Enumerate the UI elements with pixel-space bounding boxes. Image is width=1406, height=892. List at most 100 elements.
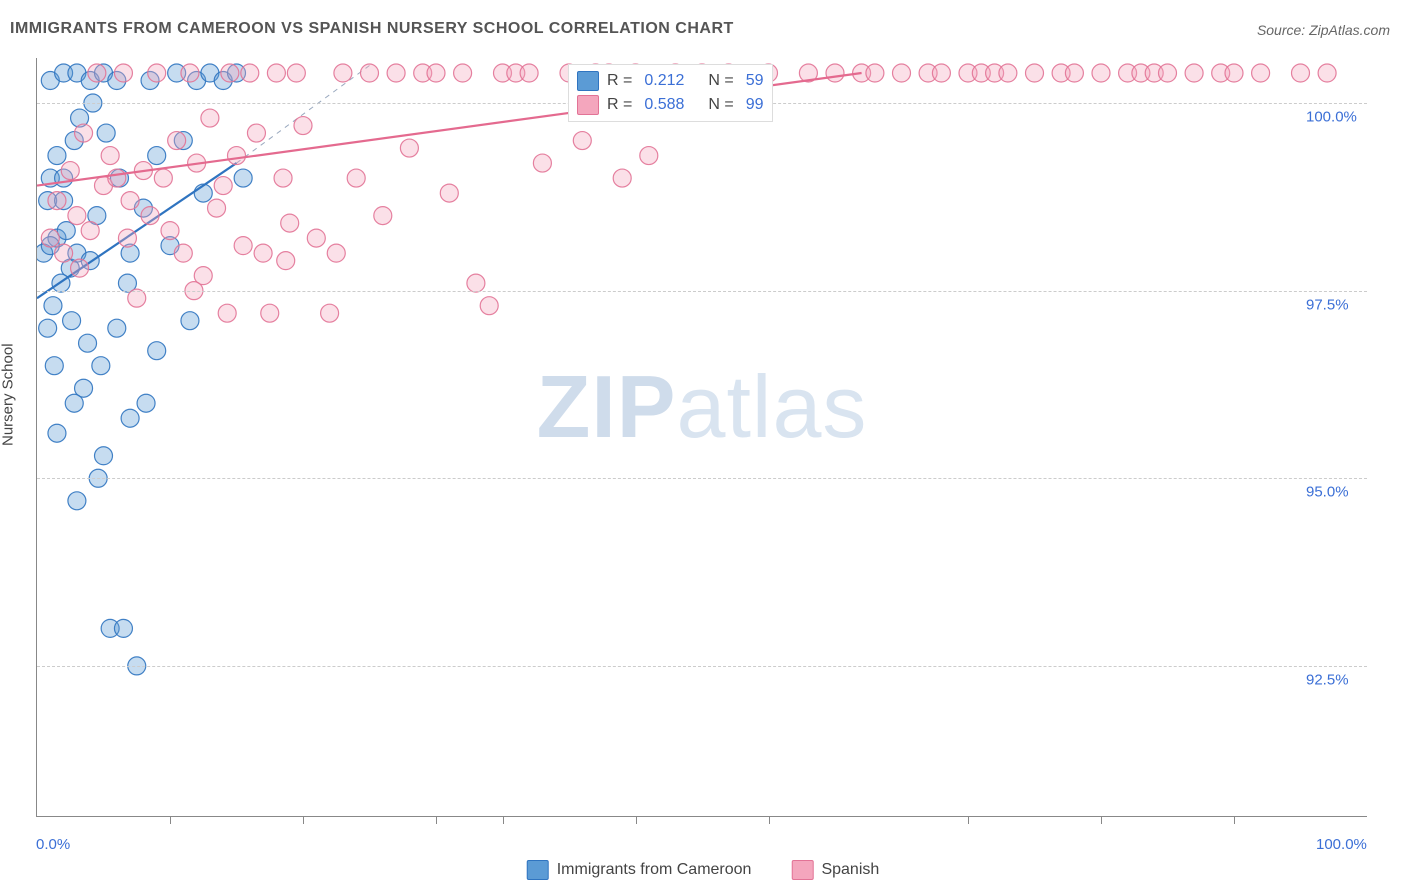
scatter-point xyxy=(81,72,99,90)
scatter-point xyxy=(52,274,70,292)
r-value: 0.212 xyxy=(644,69,684,93)
scatter-point xyxy=(148,64,166,82)
scatter-point xyxy=(181,64,199,82)
scatter-point xyxy=(121,409,139,427)
scatter-point xyxy=(1065,64,1083,82)
scatter-point xyxy=(307,229,325,247)
scatter-point xyxy=(137,394,155,412)
scatter-point xyxy=(101,619,119,637)
scatter-point xyxy=(37,244,53,262)
scatter-point xyxy=(121,192,139,210)
scatter-point xyxy=(1145,64,1163,82)
swatch-icon xyxy=(791,860,813,880)
scatter-point xyxy=(208,199,226,217)
scatter-point xyxy=(39,319,57,337)
scatter-point xyxy=(141,207,159,225)
x-tick-label: 0.0% xyxy=(36,836,70,853)
scatter-point xyxy=(118,274,136,292)
scatter-point xyxy=(221,64,239,82)
scatter-point xyxy=(613,169,631,187)
scatter-point xyxy=(999,64,1017,82)
x-tick xyxy=(503,816,504,824)
scatter-point xyxy=(75,124,93,142)
scatter-point xyxy=(467,274,485,292)
scatter-point xyxy=(128,289,146,307)
scatter-point xyxy=(88,207,106,225)
scatter-point xyxy=(118,229,136,247)
scatter-point xyxy=(92,357,110,375)
scatter-point xyxy=(81,252,99,270)
scatter-point xyxy=(334,64,352,82)
scatter-point xyxy=(1132,64,1150,82)
scatter-point xyxy=(640,147,658,165)
scatter-point xyxy=(194,184,212,202)
y-tick-label: 95.0% xyxy=(1306,484,1349,501)
x-tick xyxy=(1234,816,1235,824)
scatter-point xyxy=(154,169,172,187)
scatter-point xyxy=(81,222,99,240)
scatter-point xyxy=(48,424,66,442)
x-tick xyxy=(1101,816,1102,824)
swatch-icon xyxy=(577,71,599,91)
x-tick xyxy=(636,816,637,824)
scatter-point xyxy=(114,619,132,637)
scatter-point xyxy=(361,64,379,82)
scatter-point xyxy=(234,169,252,187)
x-tick xyxy=(968,816,969,824)
scatter-point xyxy=(121,244,139,262)
scatter-point xyxy=(1119,64,1137,82)
scatter-point xyxy=(114,64,132,82)
scatter-point xyxy=(454,64,472,82)
scatter-point xyxy=(97,124,115,142)
x-tick xyxy=(436,816,437,824)
scatter-point xyxy=(61,162,79,180)
legend-stats: R = 0.212 N = 59 R = 0.588 N = 99 xyxy=(568,64,773,122)
scatter-point xyxy=(254,244,272,262)
scatter-point xyxy=(494,64,512,82)
scatter-point xyxy=(48,229,66,247)
scatter-point xyxy=(57,222,75,240)
scatter-point xyxy=(241,64,259,82)
scatter-point xyxy=(986,64,1004,82)
legend-label: Spanish xyxy=(821,861,879,879)
scatter-point xyxy=(55,244,73,262)
scatter-point xyxy=(161,237,179,255)
scatter-point xyxy=(95,177,113,195)
scatter-point xyxy=(1159,64,1177,82)
x-tick xyxy=(769,816,770,824)
chart-title: IMMIGRANTS FROM CAMEROON VS SPANISH NURS… xyxy=(10,20,734,38)
scatter-point xyxy=(228,64,246,82)
scatter-point xyxy=(108,319,126,337)
scatter-point xyxy=(281,214,299,232)
legend-item: Immigrants from Cameroon xyxy=(527,860,752,880)
legend-label: Immigrants from Cameroon xyxy=(557,861,752,879)
scatter-point xyxy=(234,237,252,255)
scatter-point xyxy=(134,199,152,217)
scatter-point xyxy=(108,169,126,187)
scatter-point xyxy=(61,259,79,277)
n-label: N = xyxy=(708,69,733,93)
legend-item: Spanish xyxy=(791,860,879,880)
scatter-point xyxy=(174,132,192,150)
scatter-point xyxy=(65,132,83,150)
scatter-point xyxy=(41,237,59,255)
scatter-point xyxy=(39,192,57,210)
scatter-point xyxy=(48,147,66,165)
scatter-point xyxy=(41,72,59,90)
watermark: ZIPatlas xyxy=(537,356,868,458)
scatter-point xyxy=(573,132,591,150)
r-value: 0.588 xyxy=(644,93,684,117)
scatter-point xyxy=(79,334,97,352)
gridline xyxy=(37,478,1367,479)
scatter-point xyxy=(932,64,950,82)
scatter-point xyxy=(1052,64,1070,82)
x-tick-label: 100.0% xyxy=(1316,836,1367,853)
scatter-point xyxy=(71,109,89,127)
scatter-point xyxy=(41,229,59,247)
scatter-point xyxy=(1225,64,1243,82)
scatter-point xyxy=(1318,64,1336,82)
scatter-point xyxy=(480,297,498,315)
y-tick-label: 92.5% xyxy=(1306,671,1349,688)
scatter-point xyxy=(321,304,339,322)
scatter-point xyxy=(440,184,458,202)
